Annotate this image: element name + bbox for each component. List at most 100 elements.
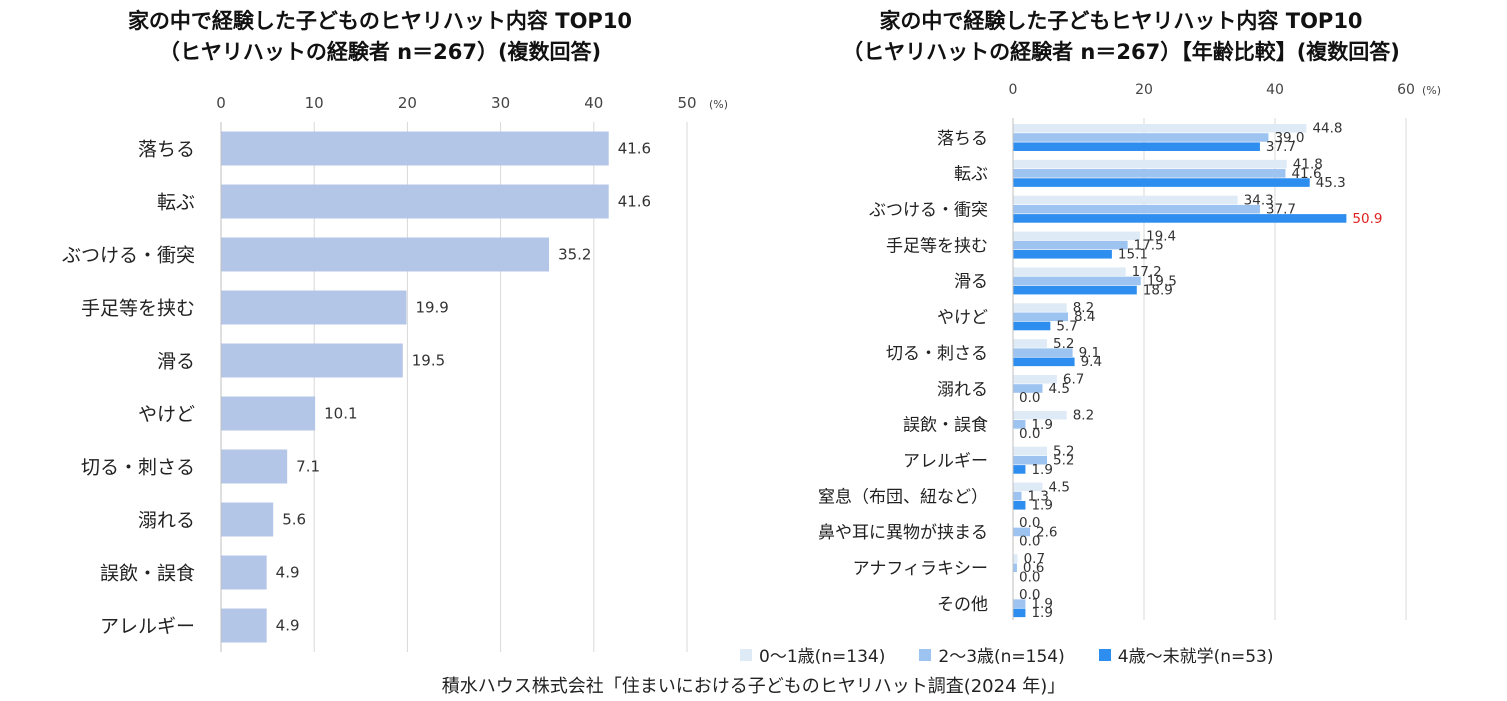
left-data-label: 5.6 xyxy=(282,511,306,529)
right-category-label: 手足等を挟む xyxy=(886,236,988,256)
right-data-label-series-1: 1.3 xyxy=(1028,488,1049,504)
right-bar-series-2 xyxy=(1013,357,1075,367)
left-unit-label: (%) xyxy=(709,98,728,111)
left-x-tick-label: 10 xyxy=(305,94,324,112)
right-bar-series-1 xyxy=(1013,563,1017,573)
right-bar-series-2 xyxy=(1013,500,1026,510)
right-bar-series-1 xyxy=(1013,599,1026,608)
right-x-tick-label: 40 xyxy=(1266,82,1284,98)
right-category-label: その他 xyxy=(937,595,988,615)
legend-swatch-4-preschool xyxy=(1098,648,1111,661)
right-bar-series-0 xyxy=(1013,482,1043,492)
legend-swatch-0-1 xyxy=(740,648,752,661)
right-category-label: 誤飲・誤食 xyxy=(903,416,988,436)
right-bar-series-0 xyxy=(1013,375,1057,384)
right-data-label-series-1: 9.1 xyxy=(1079,345,1100,361)
left-data-label: 4.9 xyxy=(276,617,300,635)
left-chart-title: 家の中で経験した子どものヒヤリハット内容 TOP10 （ヒヤリハットの経験者 n… xyxy=(0,6,760,68)
right-data-label-series-2: 18.9 xyxy=(1143,283,1173,299)
right-bar-series-1 xyxy=(1013,133,1269,142)
right-data-label-series-0: 6.7 xyxy=(1063,372,1084,388)
legend-label-4-preschool: 4歳～未就学(n=53) xyxy=(1117,647,1274,667)
right-data-label-series-0: 5.2 xyxy=(1053,336,1074,352)
right-category-label: 滑る xyxy=(954,272,988,292)
right-bar-series-2 xyxy=(1013,465,1026,474)
right-data-label-series-2: 15.1 xyxy=(1118,247,1148,263)
right-bar-series-1 xyxy=(1013,240,1128,250)
right-data-label-series-2: 1.9 xyxy=(1031,462,1052,478)
right-chart-subtitle: （ヒヤリハットの経験者 n＝267）【年齢比較】(複数回答) xyxy=(842,40,1400,64)
left-data-label: 41.6 xyxy=(618,140,651,158)
right-data-label-series-0: 8.2 xyxy=(1073,300,1094,316)
left-x-tick-label: 0 xyxy=(216,94,226,112)
right-bar-series-0 xyxy=(1013,195,1238,205)
left-category-label: 落ちる xyxy=(138,139,195,161)
right-bar-series-0 xyxy=(1013,554,1018,563)
right-data-label-series-0: 4.5 xyxy=(1048,479,1069,495)
source-footer: 積水ハウス株式会社「住まいにおける子どものヒヤリハット調査(2024 年)」 xyxy=(441,676,1066,697)
right-bar-series-2 xyxy=(1013,608,1026,618)
right-data-label-series-1: 0.6 xyxy=(1023,560,1044,576)
right-chart-legend: 0～1歳(n=134) 2～3歳(n=154) 4歳～未就学(n=53) xyxy=(740,642,1273,667)
right-chart-title: 家の中で経験した子どもヒヤリハット内容 TOP10 （ヒヤリハットの経験者 n＝… xyxy=(735,6,1507,68)
right-data-label-series-1: 8.4 xyxy=(1074,309,1095,325)
right-bar-series-1 xyxy=(1013,384,1043,393)
left-category-label: 誤飲・誤食 xyxy=(100,563,195,585)
right-category-label: アレルギー xyxy=(903,452,988,472)
left-bar xyxy=(221,131,609,166)
legend-label-2-3: 2～3歳(n=154) xyxy=(938,647,1065,667)
right-data-label-series-1: 1.9 xyxy=(1031,596,1052,612)
right-data-label-series-1: 39.0 xyxy=(1274,130,1304,146)
right-bar-series-0 xyxy=(1013,303,1067,312)
right-data-label-series-1: 4.5 xyxy=(1048,381,1069,397)
left-data-label: 7.1 xyxy=(296,458,320,476)
right-bar-series-1 xyxy=(1013,169,1286,178)
right-bar-series-1 xyxy=(1013,312,1069,322)
left-x-tick-label: 50 xyxy=(677,94,696,112)
right-data-label-series-1: 17.5 xyxy=(1134,237,1164,253)
left-category-label: アレルギー xyxy=(100,616,195,638)
right-data-label-series-2: 1.9 xyxy=(1031,498,1052,514)
right-data-label-series-0: 19.4 xyxy=(1146,228,1176,244)
right-bar-series-1 xyxy=(1013,527,1031,537)
right-data-label-series-1: 2.6 xyxy=(1036,524,1057,540)
left-bar xyxy=(221,290,407,325)
right-bar-series-2 xyxy=(1013,142,1260,151)
right-bar-series-0 xyxy=(1013,159,1287,169)
right-bar-series-0 xyxy=(1013,267,1126,277)
left-x-tick-label: 30 xyxy=(491,94,510,112)
right-category-label: ぶつける・衝突 xyxy=(869,201,988,221)
right-category-label: 切る・刺さる xyxy=(886,344,988,364)
right-category-label: 鼻や耳に異物が挟まる xyxy=(818,523,988,543)
right-data-label-series-0: 0.0 xyxy=(1019,587,1040,603)
left-bar-chart: 0 10 20 30 40 50 (%) 落ちる 41.6 転ぶ 41.6 ぶつける・衝突 35.2 手足… xyxy=(62,94,728,652)
legend-item-4-preschool: 4歳～未就学(n=53) xyxy=(1098,642,1274,667)
left-bar xyxy=(221,608,267,643)
right-bar-series-0 xyxy=(1013,231,1141,241)
right-bar-series-0 xyxy=(1013,446,1048,456)
left-chart-title-line1: 家の中で経験した子どものヒヤリハット内容 TOP10 xyxy=(127,9,633,33)
legend-swatch-2-3 xyxy=(919,648,932,661)
left-category-label: やけど xyxy=(138,404,195,426)
left-chart-subtitle: （ヒヤリハットの経験者 n＝267）(複数回答) xyxy=(158,40,602,64)
left-bar xyxy=(221,184,609,219)
right-data-label-series-2: 5.7 xyxy=(1056,318,1077,334)
right-data-label-series-2: 0.0 xyxy=(1019,534,1040,550)
right-category-label: 落ちる xyxy=(937,129,988,149)
left-data-label: 41.6 xyxy=(618,193,651,211)
right-category-label: 窒息（布団、紐など） xyxy=(818,487,988,507)
right-bar-series-2 xyxy=(1013,285,1137,295)
right-category-label: アナフィラキシー xyxy=(853,559,988,579)
left-category-label: ぶつける・衝突 xyxy=(62,245,195,267)
left-bar xyxy=(221,396,316,431)
right-category-label: やけど xyxy=(937,308,988,328)
right-bar-series-1 xyxy=(1013,276,1141,286)
legend-item-0-1: 0～1歳(n=134) xyxy=(740,642,885,667)
left-category-label: 切る・刺さる xyxy=(81,457,195,479)
right-data-label-series-2: 9.4 xyxy=(1081,354,1102,370)
right-data-label-series-0: 34.3 xyxy=(1244,192,1274,208)
left-bar xyxy=(221,555,267,590)
right-category-label: 溺れる xyxy=(937,380,988,400)
left-bar xyxy=(221,237,550,272)
right-bar-chart: 0 20 40 60 (%)落ちる44.839.037.7転ぶ41.841.645.3ぶ… xyxy=(818,82,1441,621)
